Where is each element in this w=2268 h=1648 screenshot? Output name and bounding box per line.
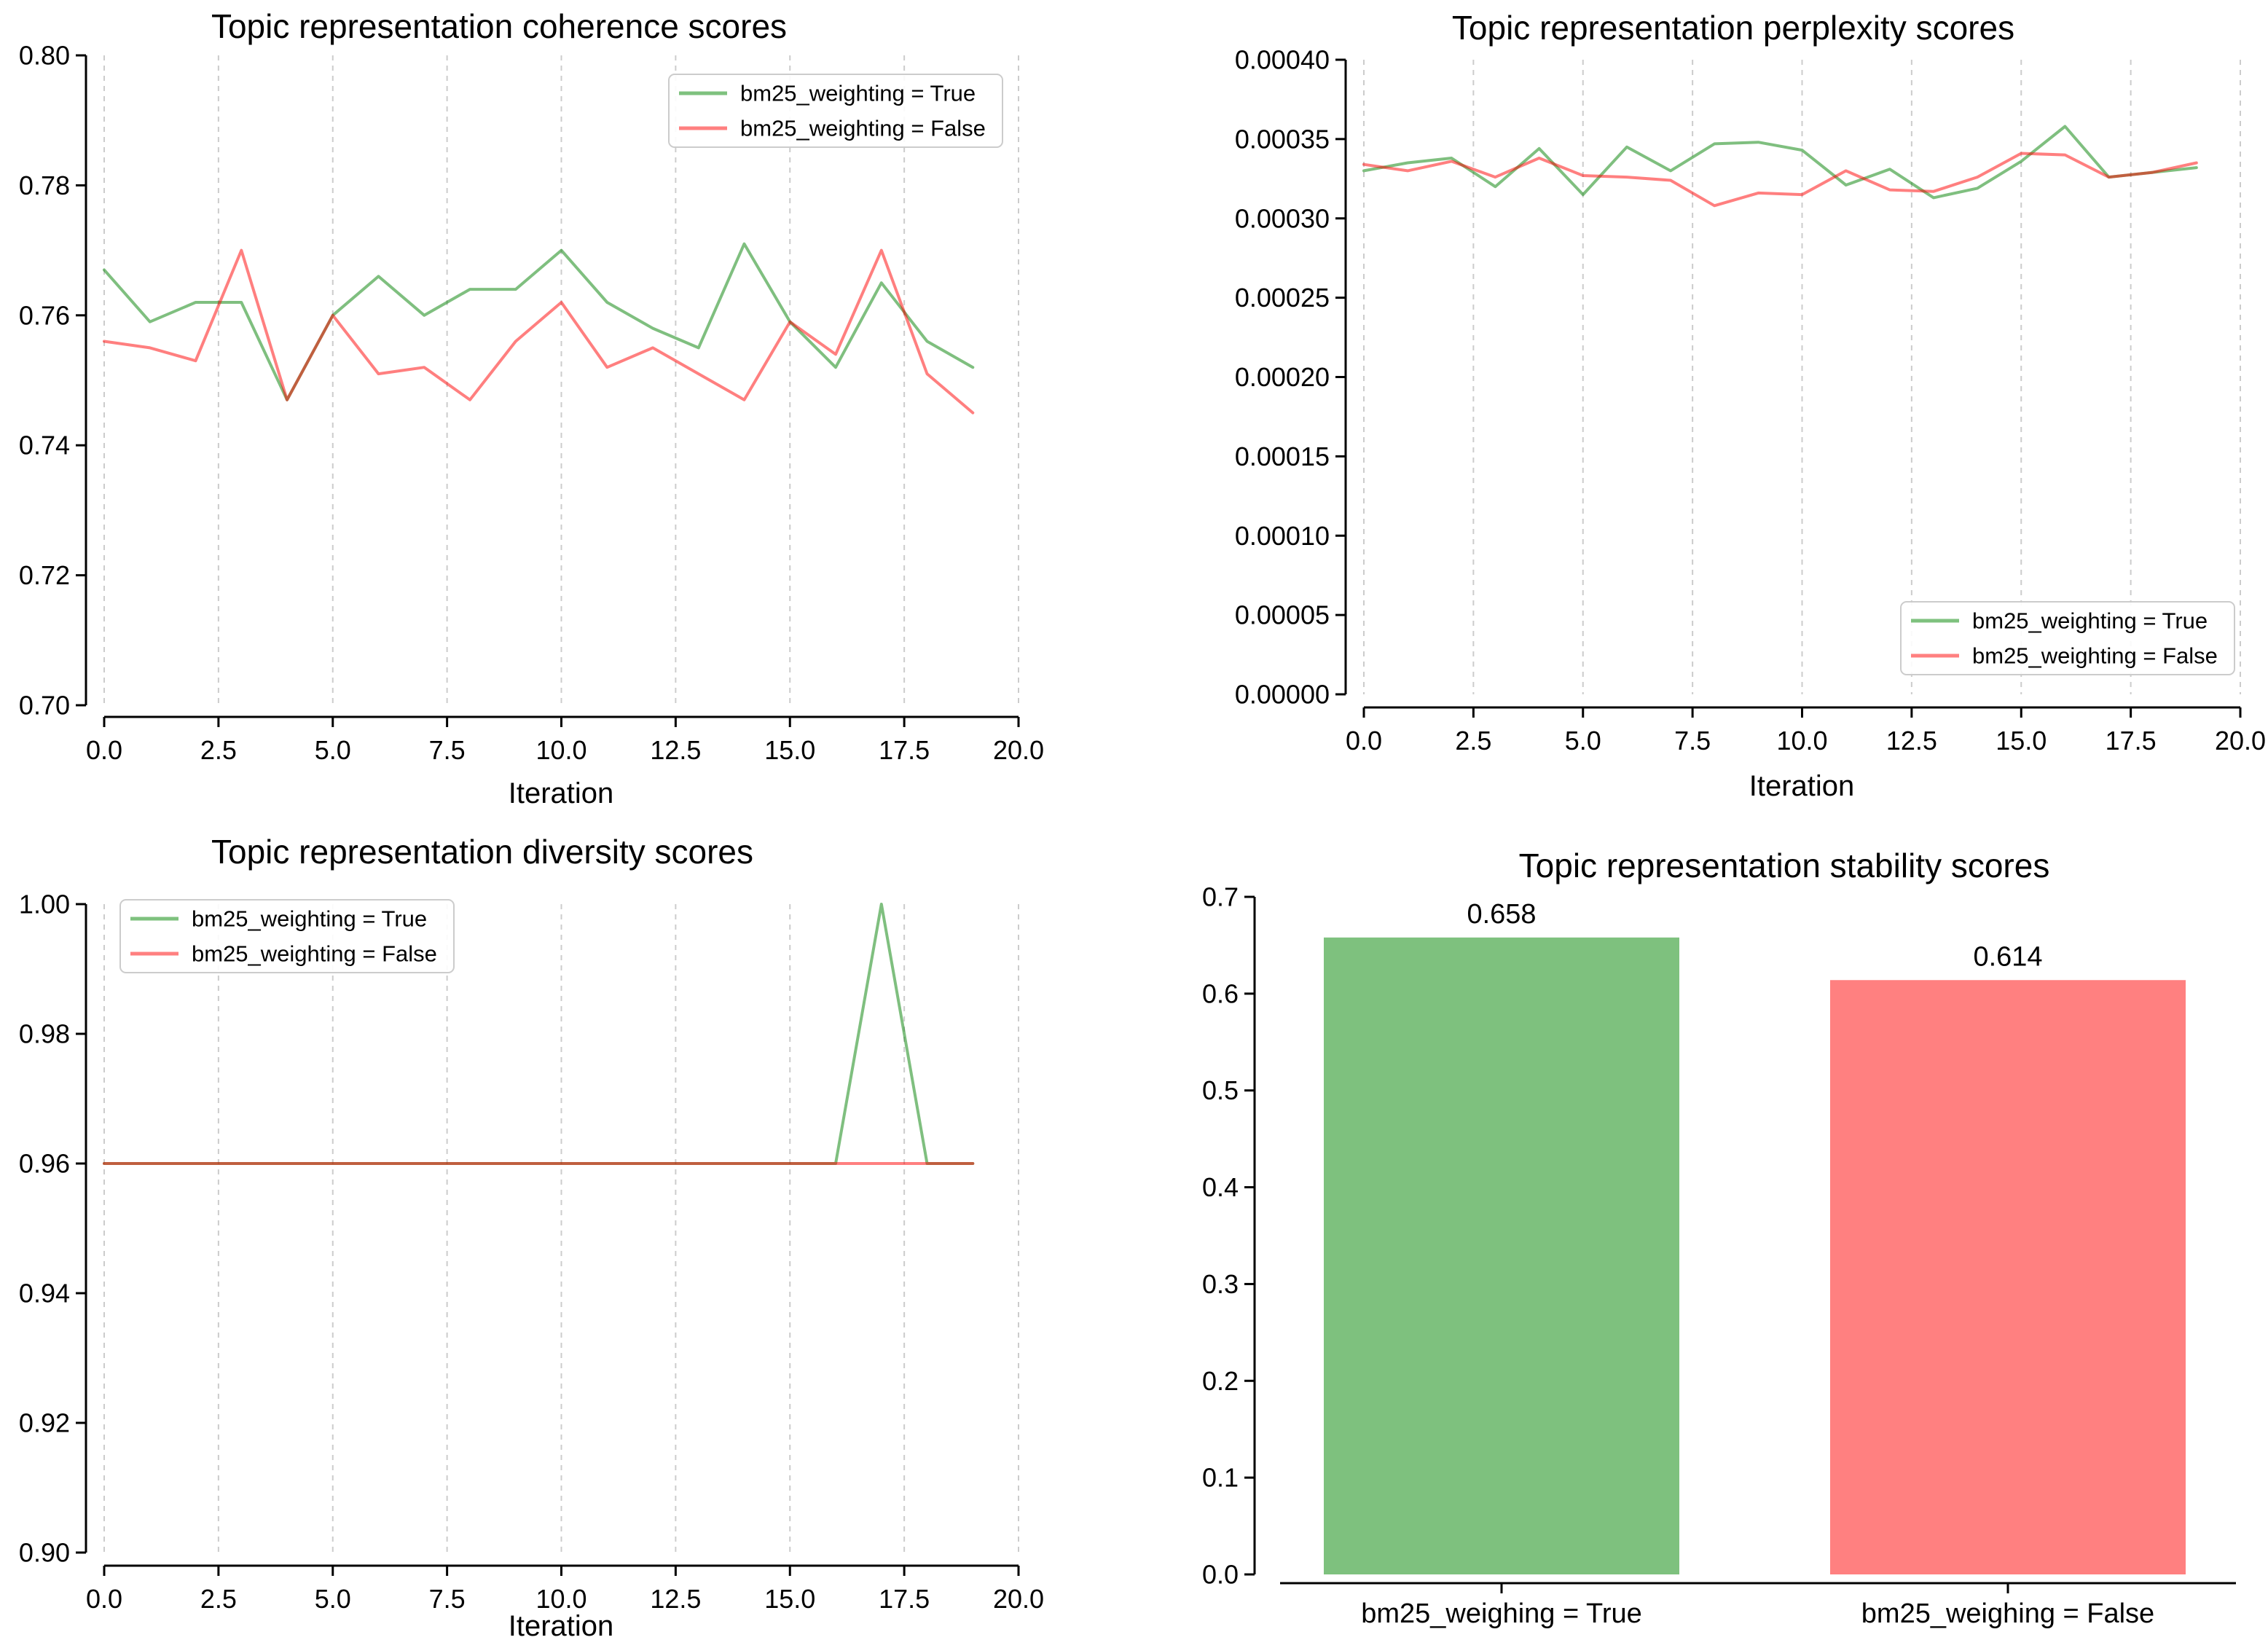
legend-label: bm25_weighting = False [1972,643,2218,669]
series-line-bm25-false [103,248,975,415]
stability-chart-cell: Topic representation stability scores 0.… [1134,824,2268,1648]
y-tick-label: 0.90 [19,1538,70,1568]
legend [668,74,1003,148]
x-tick-label: 7.5 [1674,726,1711,756]
legend-label: bm25_weighting = True [1972,608,2208,634]
coherence-chart-cell: Topic representation coherence scores 0.… [0,0,1134,824]
bar-bm25-false [1830,980,2186,1574]
y-tick-label: 0.00015 [1235,442,1330,471]
y-tick-label: 0.92 [19,1408,70,1438]
x-tick-label: 20.0 [993,1584,1044,1614]
coherence-chart: Topic representation coherence scores 0.… [19,7,1044,809]
x-tick-label: 7.5 [429,1584,466,1614]
y-tick-label: 0.00030 [1235,203,1330,233]
x-axis-label: Iteration [1749,770,1855,802]
x-axis-label: Iteration [509,777,614,809]
y-tick-label: 0.3 [1202,1269,1239,1299]
legend-label: bm25_weighting = False [740,116,986,141]
bar-category-label: bm25_weighing = True [1361,1598,1642,1629]
legend-label: bm25_weighting = False [192,941,437,967]
x-tick-label: 12.5 [1886,726,1937,756]
y-tick-label: 0.70 [19,691,70,721]
y-tick-label: 0.0 [1202,1560,1239,1590]
x-tick-label: 10.0 [535,735,586,765]
y-tick-label: 0.7 [1202,882,1239,912]
bar-value-label: 0.658 [1467,899,1536,930]
y-tick-label: 0.1 [1202,1463,1239,1493]
x-tick-label: 17.5 [879,1584,930,1614]
y-tick-label: 0.00020 [1235,362,1330,392]
y-tick-label: 0.00035 [1235,124,1330,154]
series-line-bm25-false [1362,152,2198,208]
x-tick-label: 12.5 [650,1584,701,1614]
x-tick-label: 17.5 [879,735,930,765]
perplexity-chart: Topic representation perplexity scores 0… [1235,9,2266,802]
y-tick-label: 0.4 [1202,1172,1239,1202]
y-tick-label: 0.96 [19,1149,70,1179]
x-tick-label: 15.0 [764,735,815,765]
x-tick-label: 2.5 [200,1584,237,1614]
y-tick-label: 0.76 [19,300,70,330]
y-tick-label: 0.00025 [1235,283,1330,313]
x-tick-label: 5.0 [1565,726,1601,756]
x-axis-label: Iteration [509,1610,614,1642]
y-tick-label: 0.00005 [1235,600,1330,630]
bar-value-label: 0.614 [1973,941,2042,972]
bar-category-label: bm25_weighing = False [1861,1598,2154,1629]
chart-title: Topic representation stability scores [1519,847,2050,884]
y-tick-label: 0.5 [1202,1075,1239,1105]
diversity-chart: Topic representation diversity scores 0.… [19,833,1044,1642]
y-tick-label: 0.94 [19,1279,70,1308]
y-tick-label: 0.00010 [1235,521,1330,551]
legend-label: bm25_weighting = True [740,81,976,106]
chart-title: Topic representation coherence scores [211,7,787,45]
x-tick-label: 0.0 [86,735,122,765]
x-tick-label: 15.0 [1996,726,2047,756]
x-tick-label: 20.0 [993,735,1044,765]
y-tick-label: 0.00040 [1235,45,1330,75]
y-tick-label: 0.00000 [1235,680,1330,710]
y-tick-label: 1.00 [19,890,70,919]
diversity-chart-cell: Topic representation diversity scores 0.… [0,824,1134,1648]
y-tick-label: 0.80 [19,41,70,71]
y-tick-label: 0.72 [19,560,70,590]
x-tick-label: 17.5 [2106,726,2157,756]
legend-label: bm25_weighting = True [192,906,427,932]
x-tick-label: 5.0 [315,1584,351,1614]
x-tick-label: 10.0 [1776,726,1827,756]
legend [119,899,455,973]
x-tick-label: 2.5 [1455,726,1491,756]
x-tick-label: 0.0 [86,1584,122,1614]
y-tick-label: 0.78 [19,170,70,200]
x-tick-label: 7.5 [429,735,466,765]
bar-bm25-true [1324,937,1679,1574]
y-tick-label: 0.6 [1202,978,1239,1008]
x-tick-label: 20.0 [2215,726,2266,756]
chart-title: Topic representation diversity scores [211,833,753,871]
x-tick-label: 15.0 [764,1584,815,1614]
x-tick-label: 2.5 [200,735,237,765]
y-tick-label: 0.98 [19,1019,70,1049]
x-tick-label: 12.5 [650,735,701,765]
perplexity-chart-cell: Topic representation perplexity scores 0… [1134,0,2268,824]
y-tick-label: 0.74 [19,431,70,460]
y-tick-label: 0.2 [1202,1366,1239,1396]
x-tick-label: 5.0 [315,735,351,765]
series-line-bm25-true [1362,125,2198,200]
stability-chart: Topic representation stability scores 0.… [1202,847,2236,1629]
series-line-bm25-true [103,242,975,401]
x-tick-label: 10.0 [535,1584,586,1614]
legend [1900,601,2235,675]
x-tick-label: 0.0 [1346,726,1382,756]
chart-title: Topic representation perplexity scores [1452,9,2014,47]
